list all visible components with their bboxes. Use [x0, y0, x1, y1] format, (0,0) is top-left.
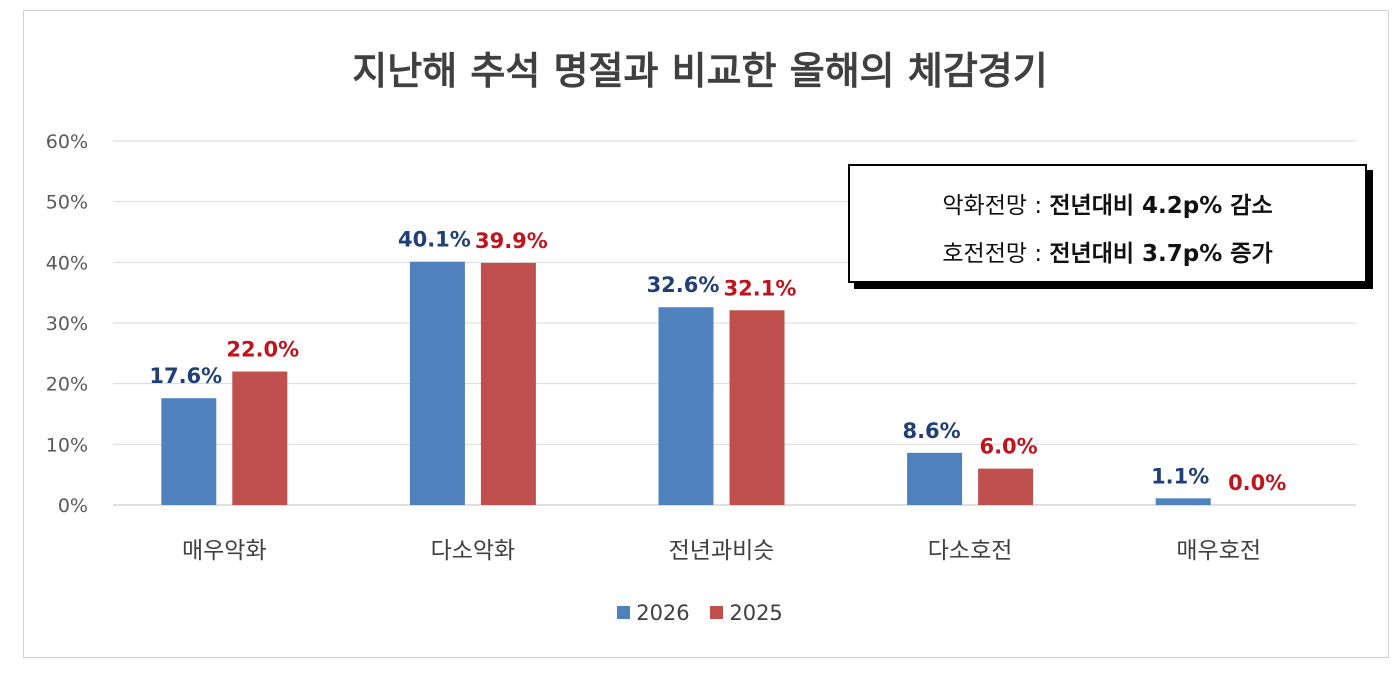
- x-tick-label: 매우악화: [182, 538, 267, 564]
- data-label-2025: 22.0%: [226, 338, 299, 362]
- data-label-2025: 6.0%: [979, 435, 1037, 459]
- data-label-2025: 32.1%: [724, 276, 797, 300]
- x-tick-label: 매우호전: [1176, 538, 1261, 564]
- annotation-label-1: 악화전망 :: [942, 193, 1050, 219]
- bar-2026: [658, 307, 714, 505]
- data-label-2026: 1.1%: [1151, 464, 1209, 488]
- annotation-detail-1: 전년대비 4.2p% 감소: [1049, 193, 1273, 219]
- bar-2026: [1155, 498, 1211, 505]
- legend-swatch-2025: [710, 606, 724, 619]
- annotation-box: 악화전망 : 전년대비 4.2p% 감소 호전전망 : 전년대비 3.7p% 증…: [848, 164, 1367, 283]
- data-label-2026: 8.6%: [902, 419, 960, 443]
- bar-2025: [978, 468, 1034, 505]
- bar-2025: [729, 310, 785, 505]
- data-label-2026: 32.6%: [647, 273, 720, 297]
- annotation-label-2: 호전전망 :: [942, 241, 1050, 267]
- data-label-2025: 0.0%: [1228, 471, 1286, 495]
- legend-label-2025: 2025: [729, 600, 783, 625]
- y-tick-label: 30%: [46, 313, 88, 335]
- legend-item-2025: 2025: [710, 600, 783, 625]
- bar-2025: [232, 371, 288, 505]
- legend-item-2026: 2026: [617, 600, 690, 625]
- annotation-detail-2: 전년대비 3.7p% 증가: [1049, 241, 1273, 267]
- legend-swatch-2026: [617, 606, 631, 619]
- y-tick-label: 50%: [46, 192, 88, 214]
- bar-2026: [907, 452, 963, 505]
- annotation-line-2: 호전전망 : 전년대비 3.7p% 증가: [850, 234, 1365, 268]
- chart-legend: 2026 2025: [0, 600, 1400, 625]
- chart-title: 지난해 추석 명절과 비교한 올해의 체감경기: [352, 49, 1048, 93]
- bar-2025: [480, 262, 536, 505]
- legend-label-2026: 2026: [636, 600, 690, 625]
- bar-2026: [161, 398, 217, 505]
- x-tick-label: 다소호전: [928, 538, 1013, 564]
- x-tick-label: 전년과비슷: [669, 538, 775, 564]
- y-tick-label: 20%: [46, 374, 88, 396]
- x-tick-label: 다소악화: [431, 538, 516, 564]
- data-label-2026: 17.6%: [149, 364, 222, 388]
- y-tick-label: 60%: [46, 131, 88, 153]
- bar-2026: [409, 261, 465, 505]
- data-label-2026: 40.1%: [398, 228, 471, 252]
- y-tick-label: 40%: [46, 252, 88, 274]
- data-label-2025: 39.9%: [475, 229, 548, 253]
- y-tick-label: 0%: [58, 495, 88, 517]
- annotation-line-1: 악화전망 : 전년대비 4.2p% 감소: [850, 186, 1365, 220]
- y-tick-label: 10%: [46, 434, 88, 456]
